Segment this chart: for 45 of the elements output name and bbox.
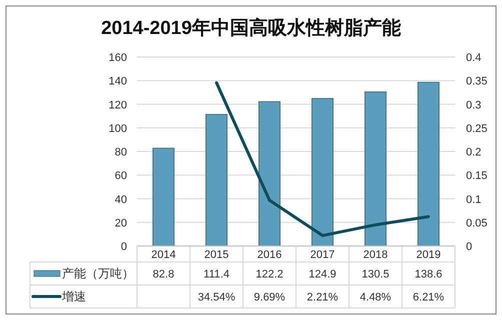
y2-tick-label: 0.35 xyxy=(466,76,488,88)
y2-tick-label: 0 xyxy=(466,241,472,253)
y2-tick-label: 0.4 xyxy=(466,52,482,64)
y-tick-label: 140 xyxy=(108,76,127,88)
y2-tick-label: 0.05 xyxy=(466,217,488,230)
data-label: 4.48% xyxy=(360,292,392,304)
x-tick-label: 2019 xyxy=(416,249,441,261)
y2-tick-label: 0.1 xyxy=(466,194,482,206)
line-series xyxy=(215,81,430,238)
data-label: 6.21% xyxy=(412,292,444,304)
x-tick-label: 2017 xyxy=(310,249,335,261)
y2-tick-label: 0.2 xyxy=(466,146,482,158)
y-tick-label: 120 xyxy=(108,99,127,112)
data-label: 9.69% xyxy=(254,292,286,304)
x-tick-label: 2015 xyxy=(204,249,229,261)
data-label: 82.8 xyxy=(152,268,174,280)
bar xyxy=(312,98,334,246)
data-label: 122.2 xyxy=(256,268,284,280)
legend-label: 产能（万吨） xyxy=(62,266,134,280)
x-tick-label: 2016 xyxy=(257,249,282,261)
y-tick-label: 100 xyxy=(108,122,127,135)
y-tick-label: 0 xyxy=(120,241,127,253)
y-tick-label: 160 xyxy=(108,52,127,64)
data-label: 34.54% xyxy=(198,292,236,304)
y2-tick-label: 0.15 xyxy=(466,170,488,182)
bar xyxy=(258,101,280,246)
bar xyxy=(418,82,440,246)
bar xyxy=(206,114,228,246)
x-tick-label: 2014 xyxy=(151,249,176,261)
y-tick-label: 60 xyxy=(114,170,127,182)
bar xyxy=(364,91,386,246)
y-tick-label: 80 xyxy=(114,146,127,158)
y2-tick-label: 0.3 xyxy=(466,99,482,112)
bar xyxy=(152,148,174,246)
data-label: 138.6 xyxy=(414,268,442,280)
legend-label: 增速 xyxy=(61,290,86,304)
data-label: 130.5 xyxy=(362,268,390,280)
chart-title: 2014-2019年中国高吸水性树脂产能 xyxy=(101,17,401,39)
x-tick-label: 2018 xyxy=(363,249,388,261)
y-tick-label: 20 xyxy=(114,217,127,230)
data-label: 2.21% xyxy=(306,292,338,304)
data-label: 111.4 xyxy=(204,268,230,280)
y-tick-label: 40 xyxy=(114,194,127,206)
y2-tick-label: 0.25 xyxy=(466,122,488,135)
data-label: 124.9 xyxy=(308,268,336,280)
